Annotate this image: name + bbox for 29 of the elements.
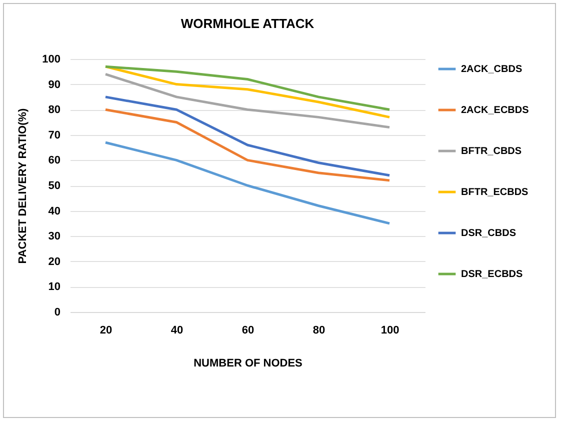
y-tick-label: 30: [48, 230, 60, 243]
y-tick-label: 0: [54, 306, 60, 318]
x-axis-title: NUMBER OF NODES: [194, 358, 302, 370]
y-tick-label: 20: [48, 256, 60, 268]
legend-label: 2ACK_CBDS: [461, 64, 522, 75]
y-tick-label: 70: [48, 129, 60, 142]
y-tick-label: 10: [48, 281, 60, 294]
legend-label: DSR_CBDS: [461, 228, 516, 239]
chart-title: WORMHOLE ATTACK: [180, 16, 315, 31]
y-axis-title: PACKET DELIVERY RATIO(%): [17, 108, 30, 264]
x-tick-label: 20: [100, 324, 112, 336]
x-tick-label: 100: [380, 324, 400, 336]
y-tick-label: 100: [42, 54, 60, 66]
line-series: [104, 141, 391, 225]
x-tick-label: 40: [170, 324, 184, 336]
y-tick-label: 80: [48, 104, 60, 116]
line-series: [104, 96, 391, 177]
y-tick-label: 60: [48, 154, 60, 167]
line-series: [104, 108, 391, 182]
x-tick-label: 80: [312, 324, 326, 336]
legend-label: DSR_ECBDS: [461, 269, 524, 280]
legend-label: BFTR_CBDS: [461, 146, 522, 157]
y-tick-label: 50: [48, 180, 60, 192]
legend-label: 2ACK_ECBDS: [461, 105, 530, 116]
y-tick-label: 40: [48, 205, 60, 218]
legend-label: BFTR_ECBDS: [461, 187, 529, 198]
x-tick-label: 60: [242, 324, 254, 336]
y-tick-label: 90: [48, 78, 60, 91]
line-series: [104, 72, 391, 129]
